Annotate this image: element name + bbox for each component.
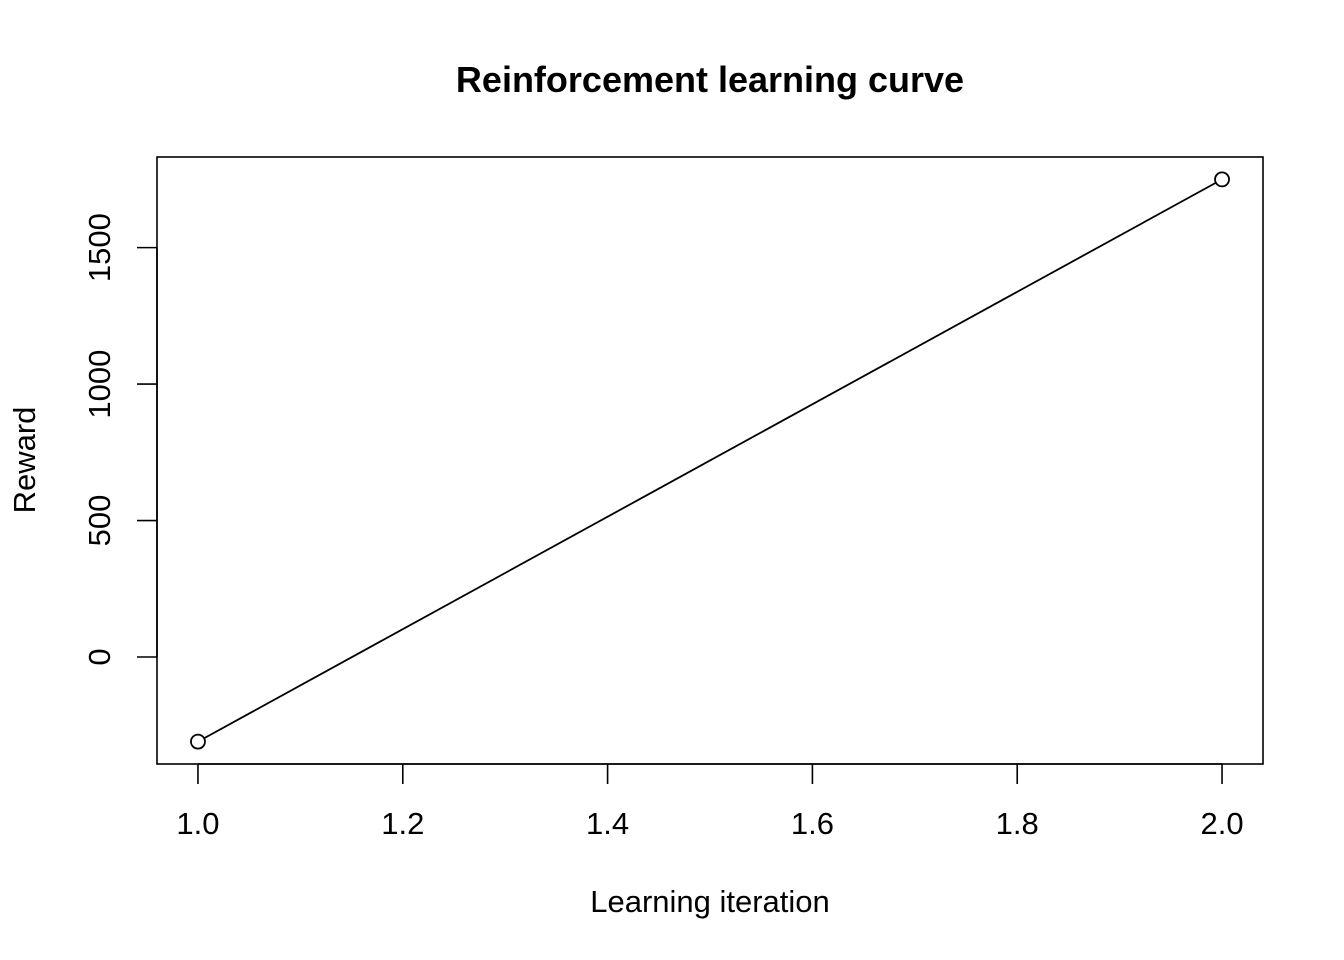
series-line	[198, 179, 1222, 741]
y-tick-label: 1000	[82, 350, 117, 419]
x-tick-label: 1.4	[586, 806, 629, 841]
y-axis-title: Reward	[7, 407, 42, 514]
data-point	[191, 735, 205, 749]
y-tick-label: 0	[82, 648, 117, 665]
x-axis-title: Learning iteration	[590, 884, 830, 919]
x-tick-label: 1.0	[176, 806, 219, 841]
data-point	[1215, 172, 1229, 186]
y-axis: 0 500 1000 1500	[82, 213, 157, 666]
x-tick-label: 1.8	[996, 806, 1039, 841]
series-layer	[191, 172, 1229, 748]
x-tick-label: 1.2	[381, 806, 424, 841]
x-tick-label: 2.0	[1200, 806, 1243, 841]
x-axis: 1.0 1.2 1.4 1.6 1.8 2.0	[176, 764, 1243, 841]
x-tick-label: 1.6	[791, 806, 834, 841]
y-tick-label: 1500	[82, 213, 117, 282]
y-tick-label: 500	[82, 495, 117, 547]
chart-title: Reinforcement learning curve	[456, 59, 964, 100]
